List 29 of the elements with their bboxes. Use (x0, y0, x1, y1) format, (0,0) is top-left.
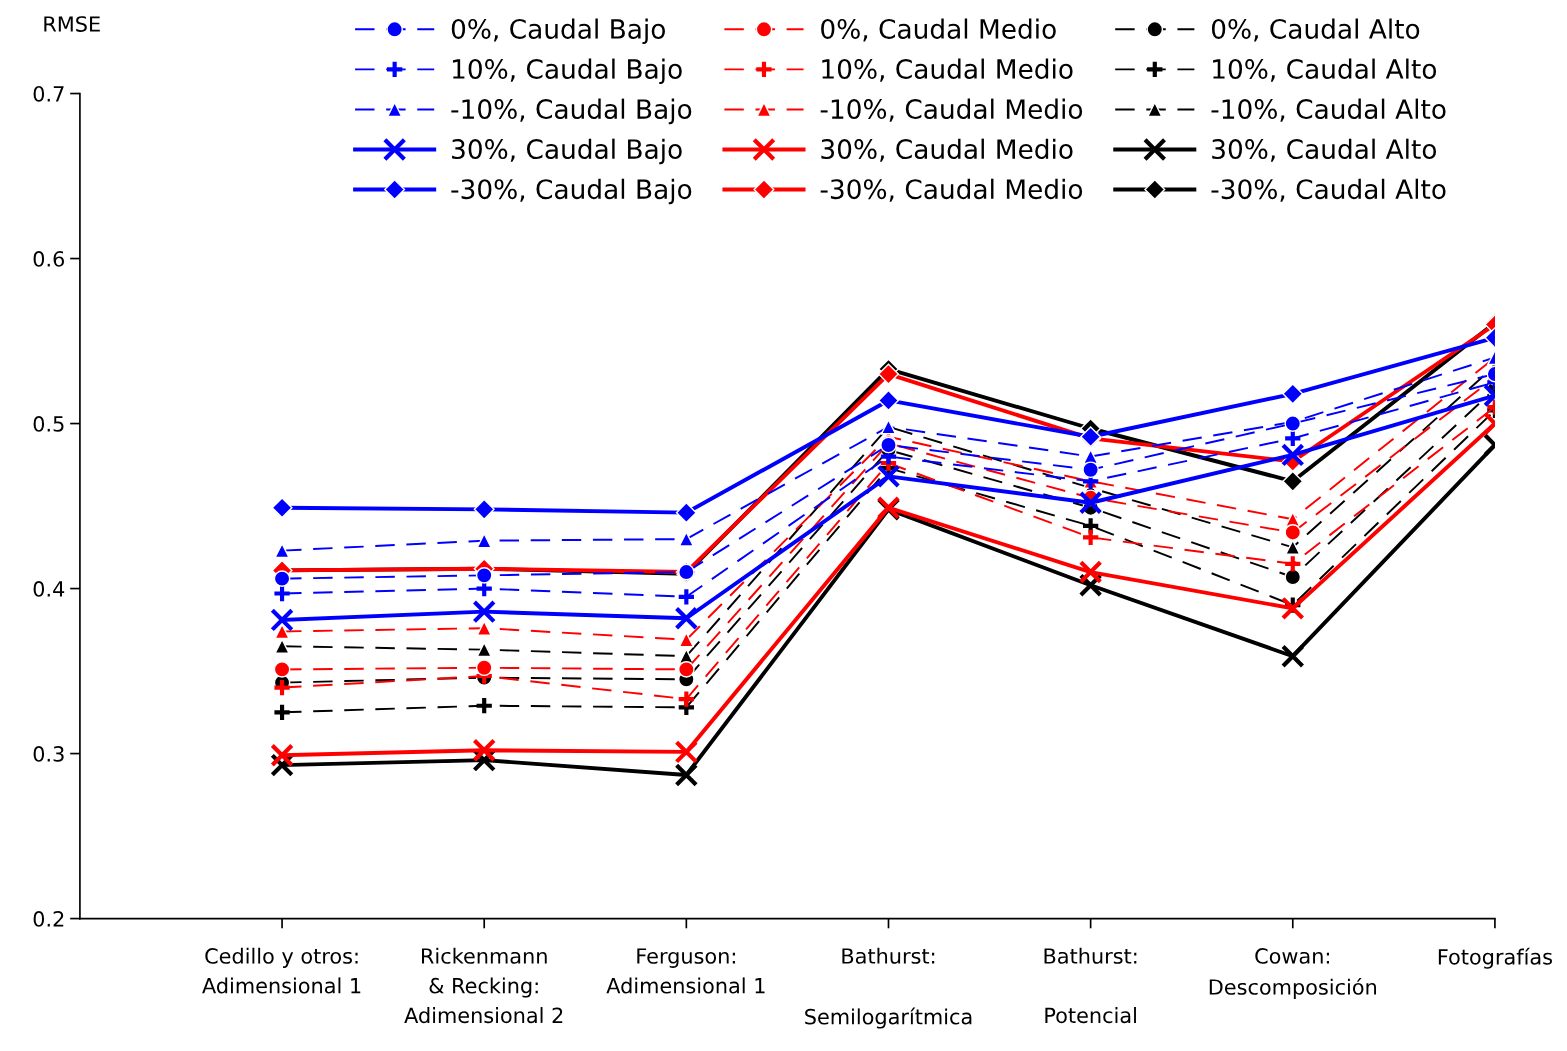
legend-label: 30%, Caudal Alto (1212, 138, 1437, 162)
legend-label: 0%, Caudal Bajo (451, 18, 665, 45)
y-tick-label: 0.7 (33, 85, 64, 102)
category-label: Bathurst: Potencial (1044, 947, 1137, 1024)
y-axis-title: RMSE (44, 16, 100, 32)
legend-label: 0%, Caudal Medio (821, 18, 1056, 42)
x-tick-label: Cowan: Descomposición (1209, 948, 1377, 999)
legend-label: -10%, Caudal Bajo (451, 98, 692, 125)
legend-label: 30%, Caudal Bajo (452, 138, 682, 165)
legend-label: -10%, Caudal Medio (820, 98, 1083, 122)
legend-label: 30%, Caudal Medio (821, 138, 1073, 162)
legend-label: -30%, Caudal Alto (1211, 178, 1446, 202)
y-tick-label: 0.5 (33, 416, 64, 432)
x-tick-label: Ferguson: Adimensional 1 (606, 948, 765, 994)
y-tick-label: 0.3 (33, 746, 64, 762)
legend-label: -30%, Caudal Medio (820, 178, 1083, 202)
x-tick-label: Cedillo y otros: Adimensional 1 (202, 947, 361, 994)
y-tick-label: 0.6 (33, 251, 65, 267)
legend-label: -30%, Caudal Bajo (451, 178, 692, 205)
y-tick-label: 0.4 (33, 581, 65, 597)
legend-label: 10%, Caudal Alto (1213, 58, 1437, 82)
category-label: Bathurst: Semilogarítmica (805, 947, 972, 1029)
x-tick-label: Rickenmann & Recking: Adimensional 2 (404, 947, 563, 1024)
y-tick-label: 0.2 (33, 911, 64, 927)
legend-label: 10%, Caudal Medio (822, 58, 1073, 82)
legend-label: -10%, Caudal Alto (1211, 98, 1446, 122)
legend-label: 0%, Caudal Alto (1211, 18, 1420, 42)
legend-label: 10%, Caudal Bajo (452, 58, 682, 85)
x-tick-label: Fotografías (1438, 947, 1552, 969)
